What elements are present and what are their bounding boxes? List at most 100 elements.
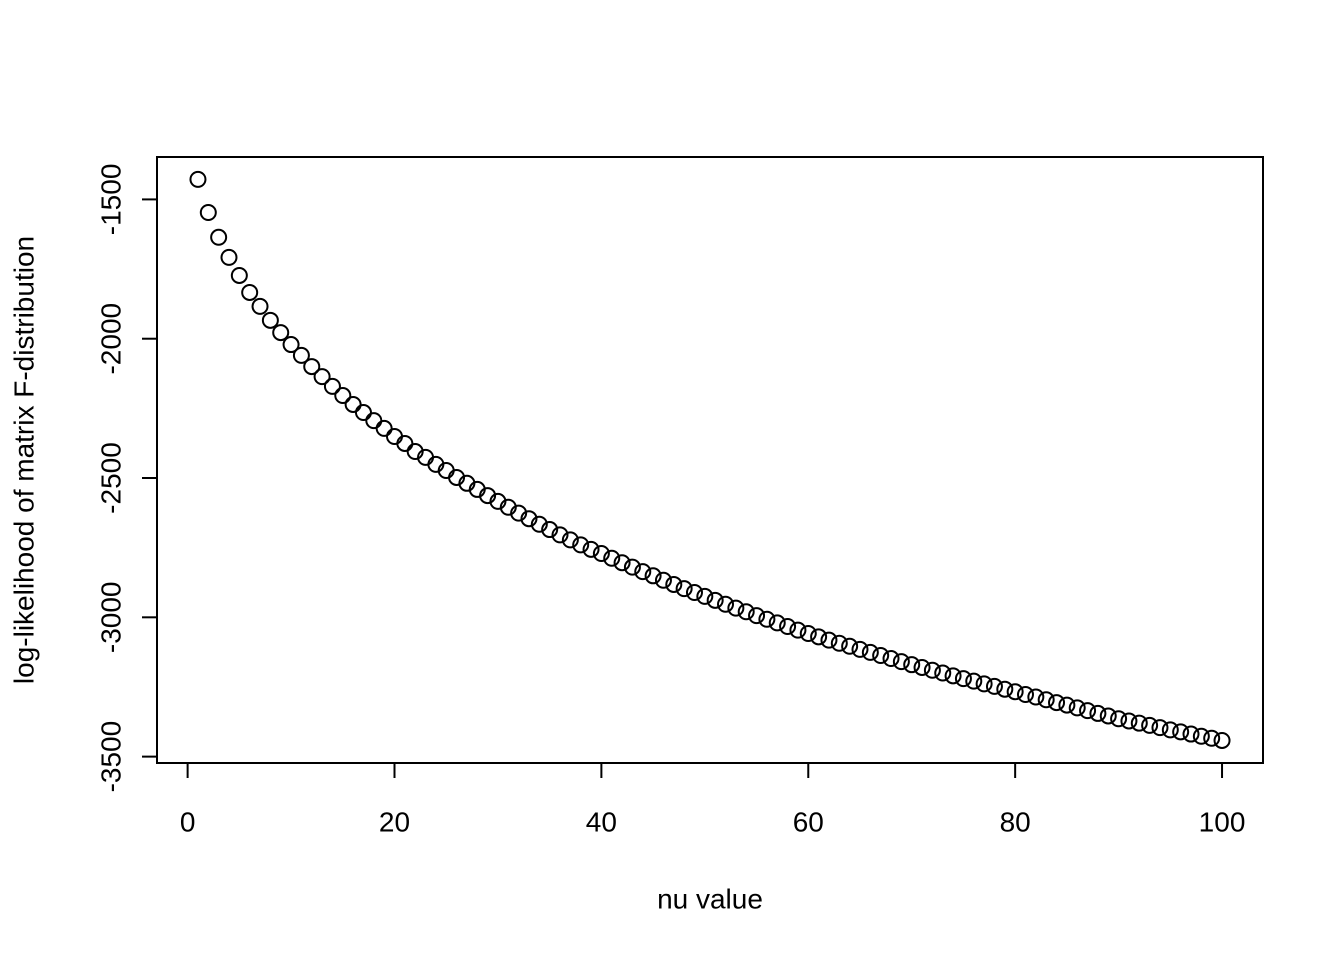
point [520,510,538,528]
point [241,283,259,301]
point [623,558,641,576]
plot-box [156,156,1264,764]
point [996,680,1014,698]
x-tick-label: 80 [1000,806,1031,837]
point [551,526,569,544]
point [1213,731,1231,749]
point [313,368,331,386]
point [344,395,362,413]
point [872,646,890,664]
point [685,584,703,602]
point [923,661,941,679]
point [1172,723,1190,741]
point [944,667,962,685]
point [303,358,321,376]
x-tick-label: 20 [379,806,410,837]
point [975,675,993,693]
point [892,653,910,671]
point [654,571,672,589]
point [768,614,786,632]
point [644,567,662,585]
point [386,427,404,445]
point [748,607,766,625]
point [954,670,972,688]
point [572,536,590,554]
point [841,637,859,655]
point [1120,712,1138,730]
point [675,580,693,598]
point [1006,683,1024,701]
point [489,492,507,510]
y-tick-label: -3000 [95,582,126,654]
point [448,468,466,486]
point [375,419,393,437]
point [913,658,931,676]
point [251,297,269,315]
y-axis-label: log-likelihood of matrix F-distribution [8,236,39,684]
point [1027,688,1045,706]
point [479,487,497,505]
y-tick-label: -3500 [95,721,126,793]
point [396,434,414,452]
point [861,643,879,661]
point [985,677,1003,695]
point [830,634,848,652]
y-tick-label: -2000 [95,303,126,375]
x-tick-label: 40 [586,806,617,837]
point [965,672,983,690]
point [882,650,900,668]
x-tick-label: 100 [1199,806,1246,837]
point [499,498,517,516]
point [210,228,228,246]
point [665,575,683,593]
point [354,404,372,422]
point [1058,696,1076,714]
point [282,336,300,354]
point [799,624,817,642]
point [696,587,714,605]
y-tick-label: -1500 [95,164,126,236]
point [1016,685,1034,703]
y-tick-label: -2500 [95,442,126,514]
point [603,549,621,567]
point [292,346,310,364]
point [199,203,217,221]
point [1130,714,1148,732]
point [758,610,776,628]
point [789,621,807,639]
point [561,531,579,549]
point [323,377,341,395]
point [1068,699,1086,717]
point [365,412,383,430]
point [903,656,921,674]
point [334,387,352,405]
point [1048,694,1066,712]
point [510,504,528,522]
point [541,521,559,539]
point [851,640,869,658]
point [1203,729,1221,747]
point [261,311,279,329]
x-tick-label: 0 [180,806,196,837]
point [727,599,745,617]
x-axis-label: nu value [657,883,763,914]
point [1079,702,1097,720]
point [613,554,631,572]
point [634,563,652,581]
point [779,618,797,636]
point [1161,721,1179,739]
point [1151,719,1169,737]
point [1099,707,1117,725]
point [1182,725,1200,743]
point [934,664,952,682]
x-tick-label: 60 [793,806,824,837]
point [1037,691,1055,709]
point [820,631,838,649]
point [717,595,735,613]
point [592,545,610,563]
point [189,170,207,188]
point [1192,727,1210,745]
point [737,603,755,621]
